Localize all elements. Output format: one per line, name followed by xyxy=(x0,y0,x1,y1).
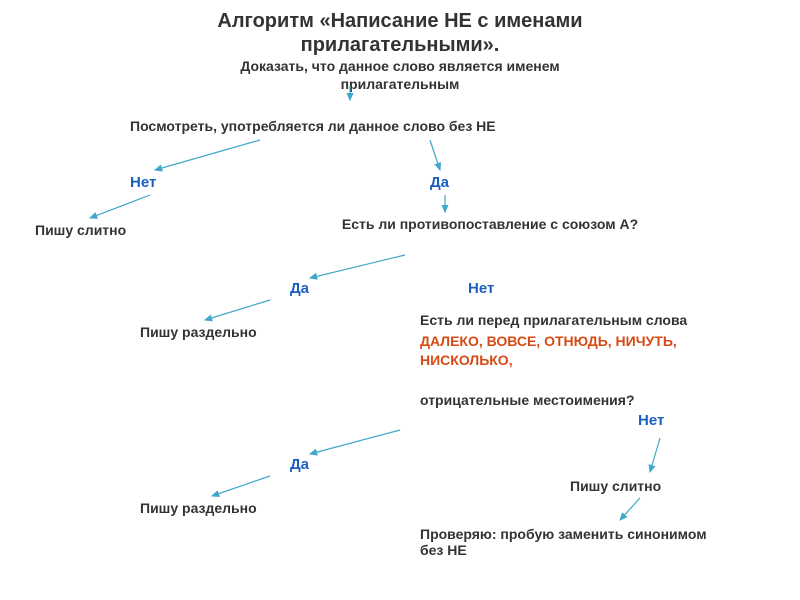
answer-no-2: Нет xyxy=(468,280,494,297)
question-3-line1: Есть ли перед прилагательным слова xyxy=(420,312,687,328)
answer-yes-1: Да xyxy=(430,174,449,191)
answer-no-1: Нет xyxy=(130,174,156,191)
question-2-text: Есть ли противопоставление с союзом А? xyxy=(342,216,638,232)
result-4: Пишу слитно xyxy=(570,478,661,494)
question-3-line3: отрицательные местоимения? xyxy=(420,392,635,408)
result-3: Пишу раздельно xyxy=(140,500,257,516)
title-line2: прилагательными». xyxy=(110,34,690,57)
question-1: Посмотреть, употребляется ли данное слов… xyxy=(130,118,496,134)
answer-yes-3: Да xyxy=(290,456,309,473)
subtitle-line2: прилагательным xyxy=(140,76,660,92)
question-2: Есть ли противопоставление с союзом А? xyxy=(340,216,640,232)
answer-no-3: Нет xyxy=(638,412,664,429)
question-3-line2: ДАЛЕКО, ВОВСЕ, ОТНЮДЬ, НИЧУТЬ, НИСКОЛЬКО… xyxy=(420,332,680,370)
answer-yes-2: Да xyxy=(290,280,309,297)
subtitle-line1: Доказать, что данное слово является имен… xyxy=(140,58,660,74)
result-2: Пишу раздельно xyxy=(140,324,257,340)
result-5: Проверяю: пробую заменить синонимом без … xyxy=(420,526,720,558)
title-line1: Алгоритм «Написание НЕ с именами xyxy=(110,10,690,33)
result-1: Пишу слитно xyxy=(35,222,126,238)
